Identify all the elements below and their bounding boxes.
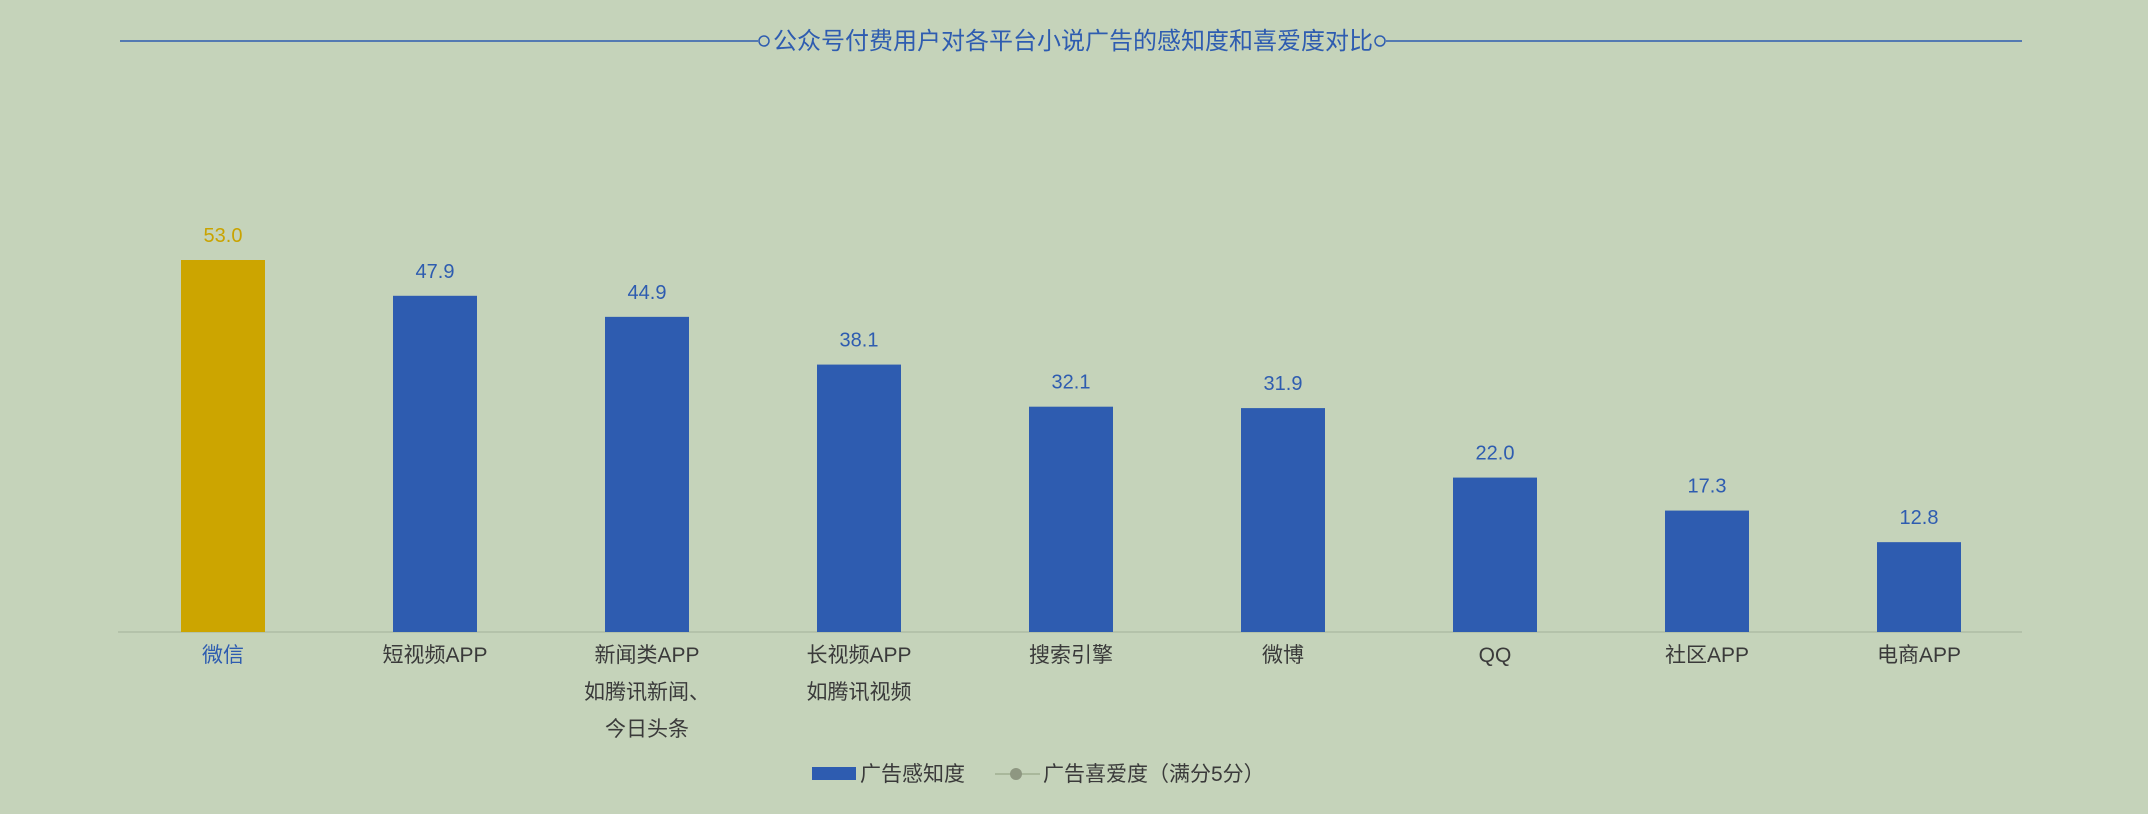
bars-layer: [181, 260, 1961, 632]
category-label-7-0: 社区APP: [1665, 644, 1749, 667]
bar-8: [1877, 542, 1961, 632]
category-label-4-0: 搜索引擎: [1029, 644, 1113, 667]
bar-value-label-2: 44.9: [628, 282, 667, 304]
legend-swatch-dot: [1010, 768, 1022, 780]
category-label-3-0: 长视频APP: [806, 644, 911, 667]
bar-value-label-6: 22.0: [1476, 443, 1515, 465]
bar-4: [1029, 406, 1113, 632]
legend: 广告感知度 广告喜爱度（满分5分）: [812, 763, 1265, 786]
labels-layer: 53.0 微信 47.9 短视频APP 44.9 新闻类APP 如腾讯新闻、今日头条 38.1…: [202, 225, 1961, 741]
category-label-8-0: 电商APP: [1877, 644, 1961, 667]
bar-value-label-0: 53.0: [204, 225, 243, 247]
bar-value-label-4: 32.1: [1052, 372, 1091, 394]
chart-title: 公众号付费用户对各平台小说广告的感知度和喜爱度对比: [773, 28, 1373, 55]
bar-value-label-1: 47.9: [416, 261, 455, 283]
bar-value-label-7: 17.3: [1688, 476, 1727, 498]
bar-3: [817, 364, 901, 632]
bar-6: [1453, 477, 1537, 632]
category-label-0-0: 微信: [202, 644, 244, 667]
bar-0: [181, 260, 265, 632]
legend-label-line: 广告喜爱度（满分5分）: [1043, 763, 1265, 786]
bar-value-label-3: 38.1: [840, 330, 879, 352]
title-rule-left-end: [758, 35, 770, 47]
legend-swatch-bar: [812, 767, 856, 780]
bar-value-label-5: 31.9: [1264, 373, 1303, 395]
category-label-2-1: 如腾讯新闻、: [584, 681, 710, 704]
legend-label-bar: 广告感知度: [860, 763, 965, 786]
bar-7: [1665, 510, 1749, 632]
category-label-5-0: 微博: [1262, 644, 1304, 667]
bar-value-label-8: 12.8: [1900, 507, 1939, 529]
bar-2: [605, 316, 689, 632]
category-label-3-1: 如腾讯视频: [807, 681, 912, 704]
category-label-2-2: 今日头条: [605, 718, 689, 741]
bar-1: [393, 295, 477, 632]
title-rule-right-end: [1374, 35, 1386, 47]
category-label-2-0: 新闻类APP: [594, 644, 699, 667]
category-label-6-0: QQ: [1479, 644, 1512, 667]
category-label-1-0: 短视频APP: [382, 644, 487, 667]
bar-5: [1241, 408, 1325, 632]
